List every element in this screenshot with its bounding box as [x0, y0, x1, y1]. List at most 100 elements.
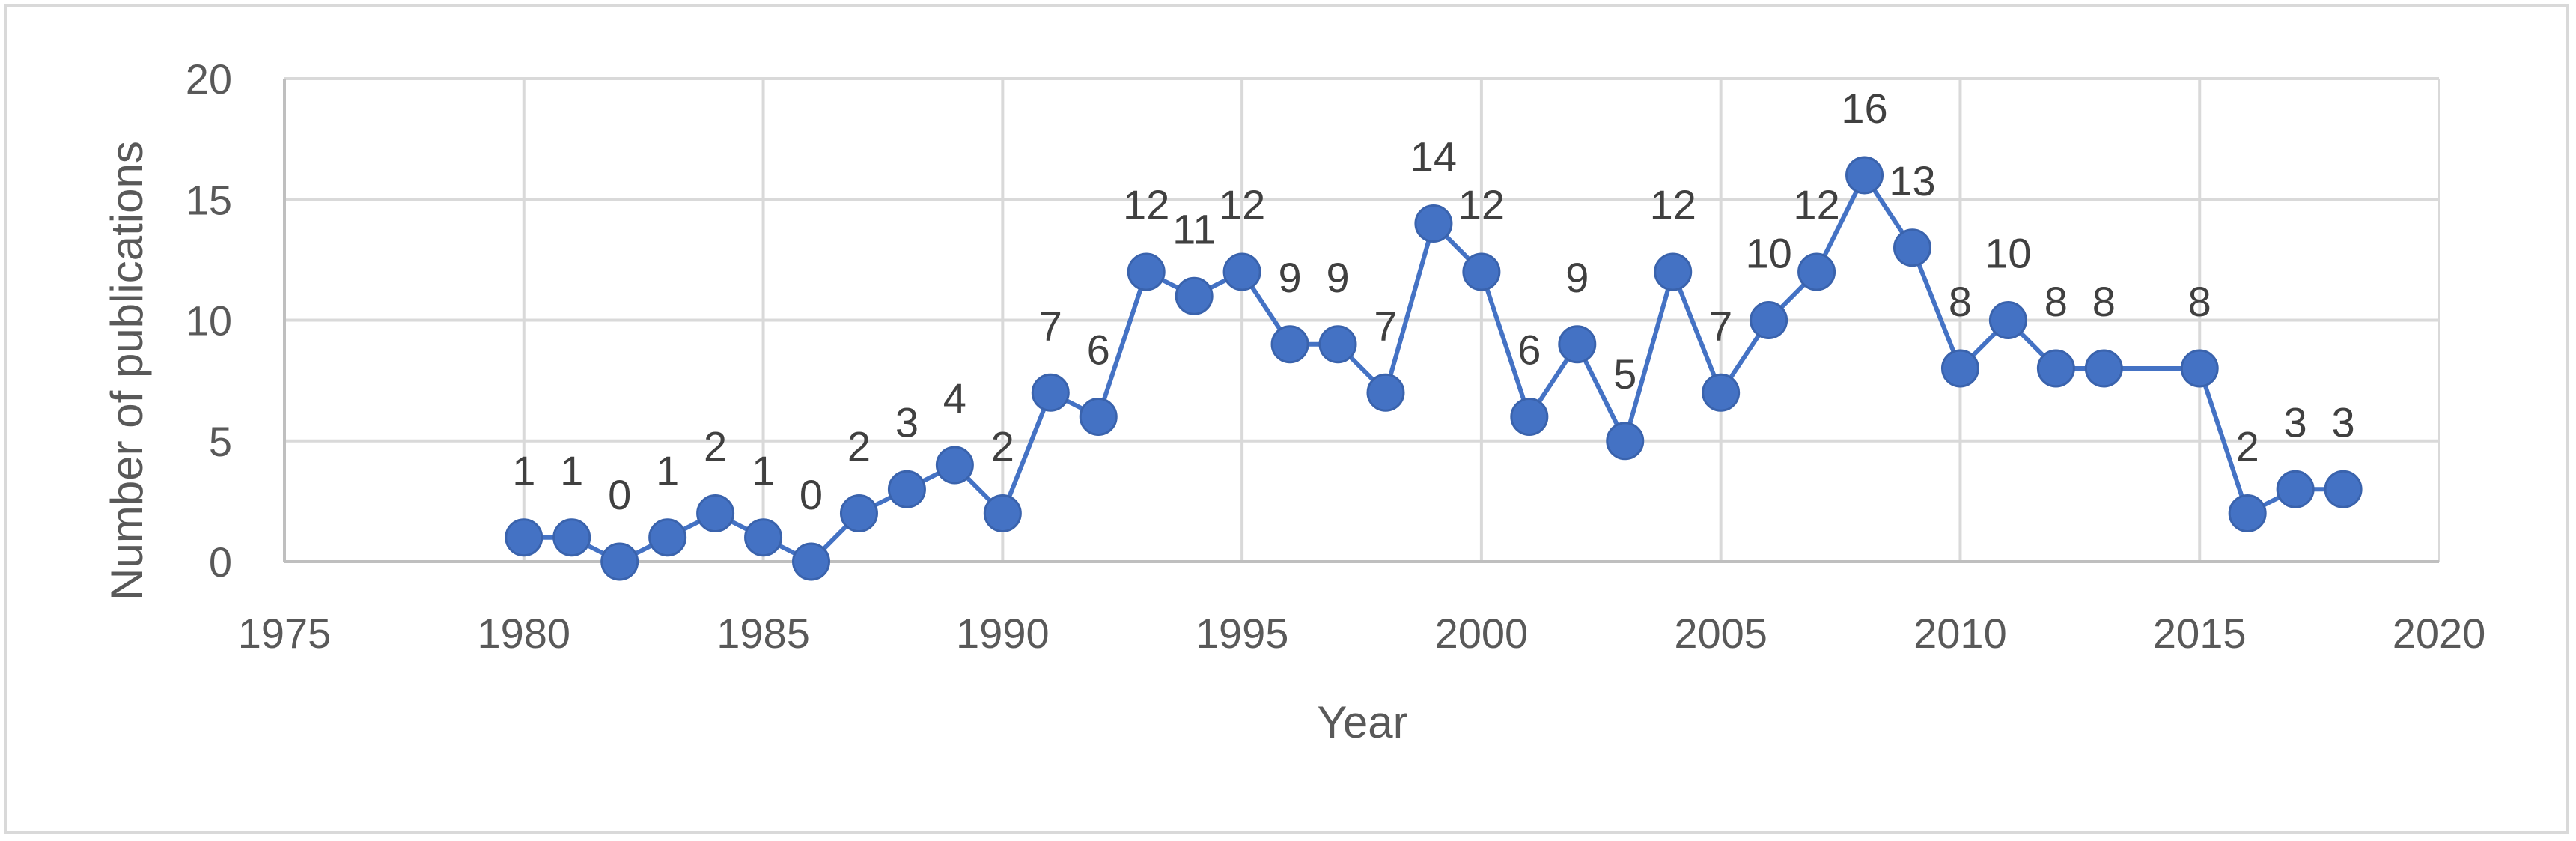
- data-point: [1702, 373, 1741, 412]
- data-point: [935, 446, 974, 485]
- x-tick-label: 2005: [1674, 610, 1767, 657]
- data-label: 7: [1709, 302, 1732, 349]
- data-label: 3: [895, 398, 919, 446]
- data-point: [648, 518, 687, 557]
- data-points: [505, 156, 2363, 581]
- y-tick-label: 0: [209, 538, 232, 586]
- data-label: 7: [1374, 302, 1397, 349]
- data-label: 14: [1410, 133, 1457, 180]
- data-label: 13: [1889, 157, 1935, 204]
- data-label: 1: [656, 447, 679, 494]
- data-point: [1558, 325, 1597, 364]
- data-point: [1750, 301, 1788, 339]
- data-label: 2: [704, 423, 727, 470]
- data-label: 12: [1458, 181, 1505, 228]
- data-label: 1: [560, 447, 583, 494]
- data-label: 9: [1326, 254, 1349, 301]
- data-point: [1606, 422, 1645, 461]
- data-point: [2180, 349, 2219, 388]
- data-label: 10: [1745, 230, 1791, 277]
- data-point: [2324, 470, 2363, 508]
- x-tick-label: 1985: [716, 610, 810, 657]
- data-point: [1940, 349, 1979, 388]
- data-label: 8: [1949, 278, 1972, 325]
- gridlines: [283, 77, 2440, 563]
- y-axis-ticks: 0 5 10 15 20: [186, 55, 232, 586]
- data-label: 8: [2044, 278, 2068, 325]
- data-label: 8: [2188, 278, 2211, 325]
- data-point: [600, 542, 639, 581]
- x-axis-ticks: 1975 1980 1985 1990 1995 2000 2005 2010 2015 2020: [238, 610, 2486, 657]
- data-point: [839, 494, 878, 532]
- data-label: 7: [1039, 302, 1062, 349]
- data-point: [792, 542, 831, 581]
- x-axis-title: Year: [1317, 697, 1407, 747]
- data-label: 12: [1219, 181, 1265, 228]
- x-tick-label: 1975: [238, 610, 332, 657]
- data-label: 6: [1087, 327, 1110, 374]
- x-tick-label: 2000: [1435, 610, 1529, 657]
- y-tick-label: 15: [186, 176, 232, 223]
- data-label: 10: [1985, 230, 2031, 277]
- data-label: 11: [1172, 205, 1216, 252]
- data-label: 2: [847, 423, 871, 470]
- x-tick-label: 1980: [477, 610, 570, 657]
- data-label: 12: [1650, 181, 1696, 228]
- data-point: [1510, 398, 1549, 436]
- data-point: [1462, 252, 1501, 291]
- data-point: [1318, 325, 1357, 364]
- y-axis-title: Number of publications: [102, 141, 152, 601]
- data-label: 2: [2236, 423, 2259, 470]
- y-tick-label: 10: [186, 297, 232, 344]
- data-point: [552, 518, 591, 557]
- data-point: [2276, 470, 2315, 508]
- x-tick-label: 2020: [2393, 610, 2486, 657]
- data-label: 8: [2092, 278, 2116, 325]
- data-point: [887, 470, 926, 508]
- x-tick-label: 2015: [2153, 610, 2247, 657]
- y-tick-label: 5: [209, 418, 232, 465]
- y-tick-label: 20: [186, 55, 232, 103]
- data-point: [1222, 252, 1261, 291]
- data-point: [2084, 349, 2123, 388]
- data-point: [505, 518, 543, 557]
- data-label: 16: [1841, 85, 1887, 132]
- data-label: 3: [2332, 398, 2355, 446]
- data-point: [2228, 494, 2267, 532]
- data-point: [983, 494, 1022, 532]
- data-point: [1845, 156, 1884, 195]
- data-point: [696, 494, 735, 532]
- data-point: [1127, 252, 1166, 291]
- x-tick-label: 1995: [1196, 610, 1289, 657]
- data-point: [1654, 252, 1693, 291]
- data-point: [2036, 349, 2075, 388]
- data-label: 2: [991, 423, 1014, 470]
- data-label: 9: [1278, 254, 1301, 301]
- data-label: 4: [943, 374, 966, 422]
- data-point: [1988, 301, 2027, 339]
- data-point: [1079, 398, 1118, 436]
- data-label: 12: [1793, 181, 1839, 228]
- data-point: [1797, 252, 1836, 291]
- data-label: 12: [1123, 181, 1169, 228]
- data-point: [1175, 276, 1214, 315]
- data-label: 1: [512, 447, 535, 494]
- data-label: 5: [1613, 350, 1636, 398]
- data-point: [1366, 373, 1405, 412]
- x-tick-label: 1990: [956, 610, 1050, 657]
- data-label: 0: [608, 471, 631, 518]
- data-label: 9: [1565, 254, 1589, 301]
- data-label: 1: [752, 447, 775, 494]
- data-label: 0: [800, 471, 823, 518]
- data-point: [744, 518, 783, 557]
- data-point: [1414, 204, 1453, 243]
- chart-frame: [4, 4, 2569, 834]
- data-point: [1270, 325, 1309, 364]
- x-tick-label: 2010: [1913, 610, 2007, 657]
- data-label: 6: [1517, 327, 1541, 374]
- data-point: [1031, 373, 1070, 412]
- data-label: 3: [2284, 398, 2307, 446]
- data-point: [1893, 228, 1931, 267]
